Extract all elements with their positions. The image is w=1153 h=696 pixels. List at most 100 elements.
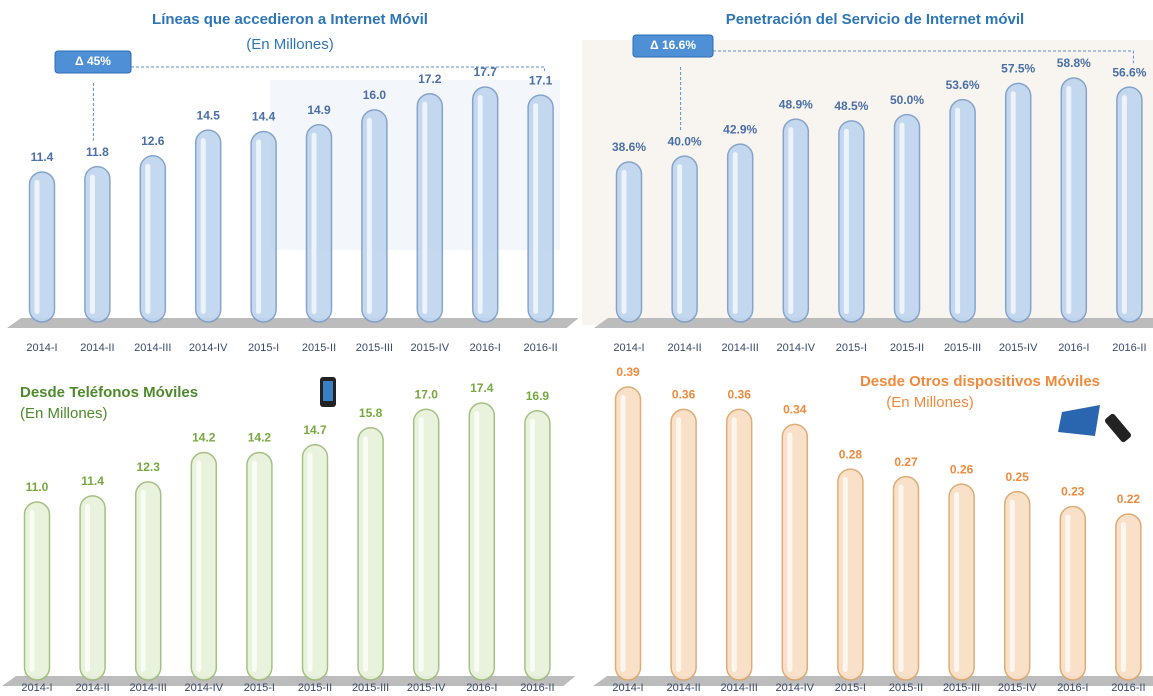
x-tick-label: 2015-I	[244, 682, 275, 694]
phone-screen	[323, 381, 333, 401]
bar-highlight	[899, 485, 904, 672]
bar	[358, 428, 383, 680]
value-label: 57.5%	[1001, 62, 1035, 76]
bar	[782, 424, 807, 680]
x-tick-label: 2014-II	[80, 342, 114, 354]
x-tick-label: 2014-IV	[777, 342, 816, 354]
chart-title: Penetración del Servicio de Internet móv…	[726, 11, 1024, 28]
bar	[895, 115, 920, 322]
x-tick-label: 2015-III	[944, 342, 981, 354]
x-tick-label: 2015-IV	[998, 682, 1037, 694]
value-label: 17.4	[470, 381, 494, 395]
value-label: 0.28	[839, 447, 863, 461]
bar-highlight	[252, 461, 257, 673]
bar	[140, 156, 165, 322]
bar	[617, 162, 642, 322]
value-label: 14.7	[303, 423, 327, 437]
x-tick-label: 2016-II	[1111, 682, 1145, 694]
bar-highlight	[677, 164, 682, 314]
bar-highlight	[843, 477, 848, 672]
annotation: Δ 45%	[75, 54, 111, 68]
bar-highlight	[30, 510, 35, 672]
x-tick-label: 2014-I	[26, 342, 57, 354]
bar	[196, 130, 221, 322]
value-label: 11.8	[86, 145, 109, 159]
bar	[949, 484, 974, 680]
value-label: 15.8	[359, 406, 383, 420]
bar	[783, 119, 808, 322]
value-label: 58.8%	[1057, 56, 1091, 70]
bar-highlight	[196, 461, 201, 673]
annotation: Δ 16.6%	[650, 38, 696, 52]
x-tick-label: 2015-IV	[999, 342, 1038, 354]
dashboard: Líneas que accedieron a Internet Móvil(E…	[0, 0, 1153, 696]
x-tick-label: 2014-IV	[185, 682, 224, 694]
x-tick-label: 2015-III	[352, 682, 389, 694]
value-label: 16.9	[526, 389, 550, 403]
bar-highlight	[621, 395, 626, 672]
x-tick-label: 2014-I	[612, 682, 643, 694]
value-label: 11.4	[31, 150, 54, 164]
bar	[247, 453, 272, 681]
chart-subtitle: (En Millones)	[246, 36, 334, 53]
value-label: 0.27	[894, 455, 918, 469]
value-label: 48.5%	[834, 99, 868, 113]
value-label: 14.4	[252, 110, 276, 124]
bar-highlight	[1010, 500, 1015, 672]
value-label: 42.9%	[723, 122, 757, 136]
bar-highlight	[1065, 515, 1070, 672]
bar	[1116, 514, 1141, 680]
value-label: 11.0	[26, 480, 49, 494]
value-label: 0.22	[1117, 492, 1141, 506]
chart-subtitle: (En Millones)	[20, 405, 108, 422]
value-label: 0.23	[1061, 485, 1085, 499]
x-tick-label: 2014-IV	[776, 682, 815, 694]
bar	[30, 172, 55, 322]
x-tick-label: 2015-III	[356, 342, 393, 354]
bar-highlight	[1122, 95, 1127, 314]
bar	[417, 94, 442, 322]
value-label: 12.3	[137, 460, 161, 474]
bar-highlight	[900, 123, 905, 314]
value-label: 17.1	[529, 73, 553, 87]
bar	[473, 87, 498, 322]
x-tick-label: 2014-I	[21, 682, 52, 694]
bar-highlight	[676, 417, 681, 672]
value-label: 50.0%	[890, 93, 924, 107]
bar	[1060, 507, 1085, 680]
value-label: 12.6	[141, 134, 165, 148]
bar	[307, 125, 332, 322]
bar-highlight	[1121, 522, 1126, 672]
bar	[303, 445, 328, 680]
bar	[839, 121, 864, 322]
bar	[85, 167, 110, 322]
bar-highlight	[787, 432, 792, 672]
bar-highlight	[419, 417, 424, 672]
chart-title: Desde Otros dispositivos Móviles	[860, 373, 1100, 390]
bar	[136, 482, 161, 680]
x-tick-label: 2015-IV	[411, 342, 450, 354]
x-tick-label: 2014-II	[666, 682, 700, 694]
value-label: 16.0	[363, 88, 387, 102]
bar	[672, 156, 697, 322]
value-label: 40.0%	[668, 134, 702, 148]
bar-highlight	[145, 164, 150, 314]
chart-title: Desde Teléfonos Móviles	[20, 384, 198, 401]
bar	[1061, 78, 1086, 322]
bar-highlight	[844, 129, 849, 314]
bar	[525, 411, 550, 680]
chart-subtitle: (En Millones)	[886, 394, 974, 411]
bar-highlight	[367, 118, 372, 314]
bar-highlight	[478, 95, 483, 314]
x-tick-label: 2016-I	[470, 342, 501, 354]
value-label: 56.6%	[1112, 65, 1146, 79]
bar-highlight	[312, 133, 317, 314]
bar-highlight	[788, 127, 793, 314]
x-tick-label: 2016-I	[1058, 342, 1089, 354]
x-tick-label: 2016-II	[1112, 342, 1146, 354]
x-tick-label: 2016-I	[1057, 682, 1088, 694]
x-tick-label: 2016-II	[523, 342, 557, 354]
bar-highlight	[201, 138, 206, 314]
x-tick-label: 2014-I	[613, 342, 644, 354]
bar-highlight	[90, 175, 95, 314]
